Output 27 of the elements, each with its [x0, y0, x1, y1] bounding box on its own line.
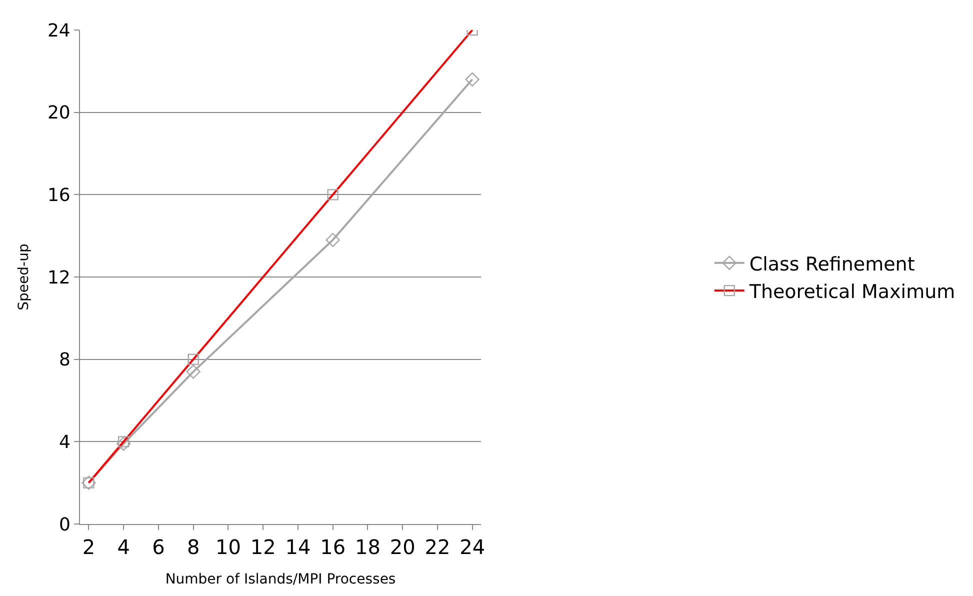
y-tick-label: 0 [58, 514, 70, 536]
point [116, 436, 131, 451]
x-tick-label: 10 [215, 535, 241, 559]
x-tick-label: 18 [354, 535, 380, 559]
legend-label: Theoretical Maximum [748, 280, 956, 303]
y-tick-label: 20 [47, 102, 70, 124]
x-tick-label: 16 [320, 535, 346, 559]
x-tick-label: 8 [186, 535, 200, 559]
x-tick-label: 6 [152, 535, 165, 559]
point [326, 232, 340, 248]
x-tick-label: 22 [424, 535, 450, 559]
point [186, 364, 200, 379]
x-tick-label: 4 [117, 535, 130, 559]
x-tick-label: 12 [250, 535, 276, 559]
x-tick-label: 14 [285, 535, 311, 559]
x-tick-label: 20 [390, 535, 416, 559]
y-tick-label: 16 [47, 184, 70, 206]
x-tick-label: 2 [82, 535, 96, 559]
legend-label: Class Refinement [749, 253, 915, 276]
y-tick-label: 12 [47, 267, 70, 288]
y-tick-label: 8 [58, 350, 70, 371]
x-tick-label: 24 [460, 535, 486, 559]
point [465, 72, 480, 86]
y-axis-title: Speed-up [16, 244, 32, 310]
x-axis-title: Number of Islands/MPI Processes [165, 571, 396, 588]
y-tick-label: 24 [47, 20, 70, 42]
y-tick-label: 4 [58, 432, 70, 453]
